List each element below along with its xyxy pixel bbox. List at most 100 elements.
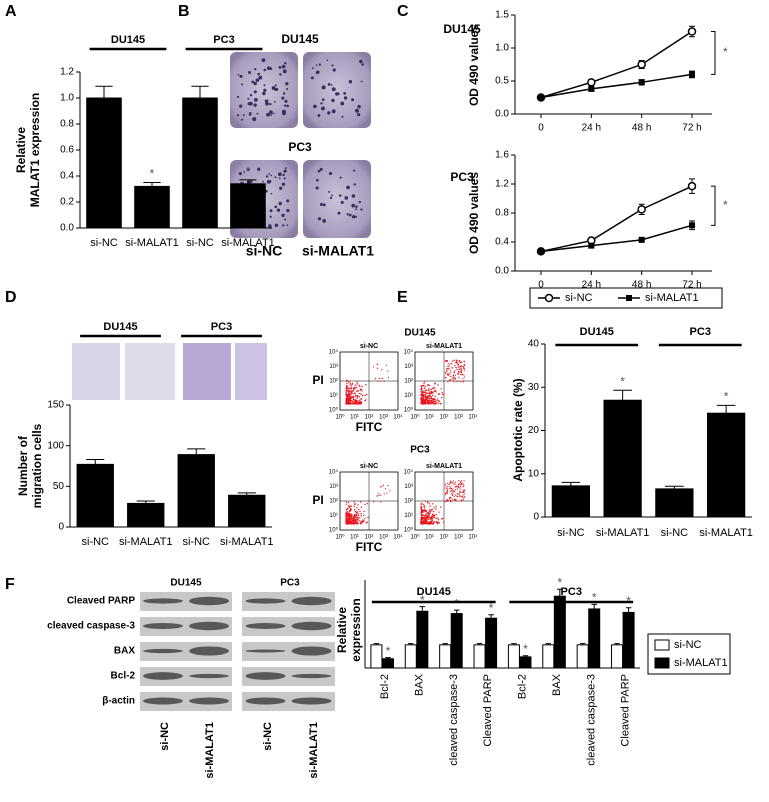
event	[433, 400, 435, 403]
panel-letter: E	[397, 289, 408, 306]
event	[437, 519, 440, 521]
colony	[271, 86, 276, 90]
band	[291, 697, 332, 705]
colony	[281, 64, 286, 69]
event	[420, 391, 422, 393]
event	[457, 492, 459, 495]
event	[452, 482, 454, 484]
colony	[263, 88, 267, 92]
event	[350, 385, 352, 387]
row-label: Cleaved PARP	[67, 596, 136, 607]
event	[464, 493, 466, 495]
colony	[319, 202, 323, 206]
event	[426, 501, 429, 504]
tick-label: 10³	[454, 415, 463, 421]
event	[423, 505, 426, 507]
event	[453, 377, 455, 379]
event	[345, 520, 347, 522]
event	[356, 397, 358, 399]
event	[462, 373, 464, 375]
lane-label: si-MALAT1	[204, 722, 216, 779]
event	[357, 402, 360, 405]
event	[429, 511, 432, 513]
colony	[239, 74, 243, 78]
event	[353, 403, 355, 405]
event	[347, 523, 349, 525]
tick-label: 10⁴	[393, 534, 403, 541]
event	[425, 392, 428, 395]
event	[383, 484, 385, 486]
event	[441, 517, 444, 520]
axis-title: OD 490 values	[467, 24, 481, 106]
x-tick-label: si-NC	[183, 536, 211, 548]
legend-label: si-NC	[565, 292, 593, 304]
plot-label: si-MALAT1	[426, 463, 462, 470]
error-bar	[716, 404, 736, 414]
y-tick-label: 0.0	[495, 266, 509, 277]
tick-label: 10²	[404, 499, 413, 505]
event	[447, 374, 450, 376]
event	[347, 517, 349, 520]
event	[420, 503, 423, 506]
event	[363, 520, 365, 522]
error-bar	[561, 481, 581, 486]
colony	[249, 111, 252, 115]
tick-label: 10²	[329, 379, 338, 385]
plot-label: si-NC	[360, 343, 378, 350]
event	[420, 399, 423, 401]
y-tick-label: 0.6	[60, 145, 74, 156]
colony	[251, 80, 255, 84]
event	[463, 368, 465, 370]
colony	[319, 167, 323, 171]
x-tick-label: si-MALAT1	[125, 237, 179, 249]
event	[348, 396, 350, 398]
annotation: *	[723, 45, 728, 59]
event	[461, 374, 463, 376]
event	[429, 512, 431, 515]
legend-marker	[544, 293, 554, 303]
colony	[284, 99, 288, 103]
event	[433, 516, 436, 518]
event	[421, 391, 423, 394]
event	[348, 381, 350, 383]
bar	[655, 488, 694, 518]
event	[353, 392, 355, 394]
event	[462, 491, 464, 493]
colony	[270, 114, 272, 117]
axis-title: Relative	[14, 127, 28, 173]
event	[447, 381, 449, 383]
event	[456, 359, 458, 361]
y-tick-label: 0.8	[495, 208, 509, 219]
event	[430, 516, 432, 519]
column-label: si-MALAT1	[302, 243, 374, 259]
legend-swatch	[654, 657, 670, 669]
event	[353, 509, 356, 511]
event	[430, 388, 432, 391]
event	[451, 367, 453, 369]
event	[389, 490, 391, 492]
event	[424, 386, 426, 388]
event	[347, 393, 350, 395]
event	[429, 391, 431, 393]
event	[457, 371, 460, 373]
colony	[358, 200, 361, 204]
axis-title: FITC	[356, 420, 383, 434]
event	[351, 382, 354, 385]
event	[457, 483, 460, 485]
band	[245, 598, 286, 604]
event	[441, 396, 443, 399]
blot-row	[140, 617, 232, 636]
bar	[611, 644, 624, 669]
event	[346, 386, 348, 389]
event	[455, 500, 457, 502]
event	[424, 400, 426, 403]
group-label: DU145	[111, 34, 145, 46]
event	[454, 481, 457, 483]
bar	[230, 183, 266, 229]
event	[463, 376, 466, 378]
event	[348, 518, 350, 521]
tick-label: 10¹	[425, 415, 434, 421]
bar	[603, 399, 642, 518]
colony	[332, 68, 336, 72]
colony	[270, 192, 273, 195]
